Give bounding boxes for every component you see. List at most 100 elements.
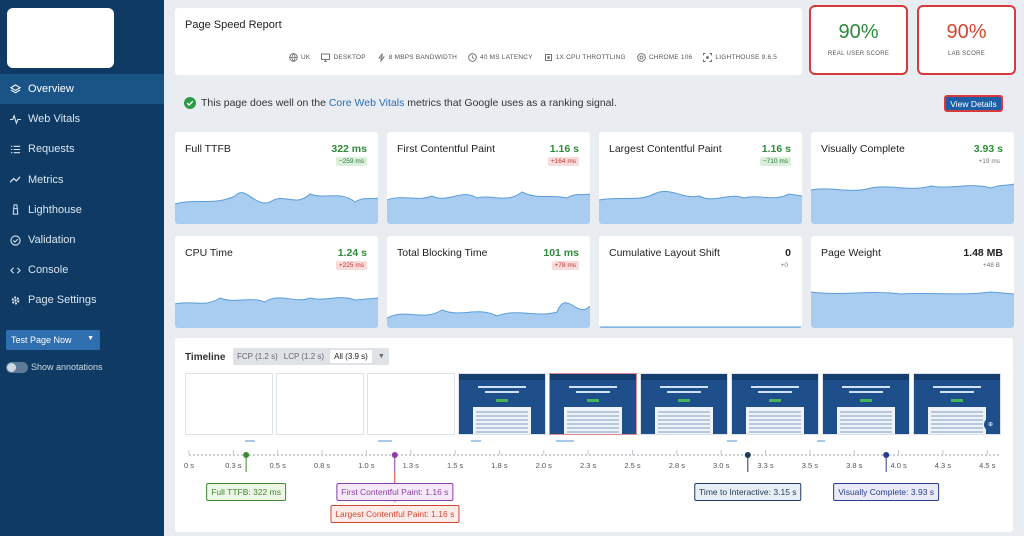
annotations-toggle[interactable] [6, 362, 28, 373]
lab-score-card[interactable]: 90% LAB SCORE [917, 5, 1016, 75]
test-page-now-button[interactable]: Test Page Now ▼ [6, 330, 100, 350]
tick-label: 1.5 s [446, 461, 464, 470]
annotations-label: Show annotations [31, 362, 103, 372]
tick-label: 3.3 s [757, 461, 774, 470]
logo[interactable] [7, 8, 114, 68]
core-web-vitals-link[interactable]: Core Web Vitals [328, 97, 405, 109]
sidebar-item-page-settings[interactable]: Page Settings [0, 285, 164, 315]
lab-score-value: 90% [946, 21, 987, 43]
filter-all[interactable]: All (3.9 s) [330, 350, 372, 363]
chevron-down-icon[interactable]: ▼ [377, 353, 385, 360]
sidebar-item-label: Lighthouse [28, 203, 82, 216]
sidebar-item-web-vitals[interactable]: Web Vitals [0, 104, 164, 134]
filmstrip-frame[interactable] [822, 373, 910, 435]
cwv-banner: This page does well on the Core Web Vita… [201, 97, 617, 109]
marker-dot [744, 452, 751, 458]
env-label: UK [301, 54, 311, 61]
timeline-axis [188, 440, 1001, 502]
sidebar-item-validation[interactable]: Validation [0, 225, 164, 255]
metric-card-page-weight[interactable]: Page Weight 1.48 MB +48 B [811, 236, 1014, 328]
filter-fcp[interactable]: FCP (1.2 s) [237, 352, 278, 361]
lab-score-label: LAB SCORE [947, 51, 986, 57]
metric-name: Cumulative Layout Shift [609, 247, 720, 259]
metric-card-first-contentful-paint[interactable]: First Contentful Paint 1.16 s +164 ms [387, 132, 590, 224]
check-circle-icon [9, 234, 21, 246]
metric-name: Visually Complete [821, 143, 905, 155]
metric-card-visually-complete[interactable]: Visually Complete 3.93 s +19 ms [811, 132, 1014, 224]
metric-name: Total Blocking Time [397, 247, 488, 259]
metric-sparkline [599, 191, 802, 224]
scan-icon [703, 53, 713, 62]
env-bolt: 8 MBPS BANDWIDTH [377, 53, 457, 62]
metric-name: Largest Contentful Paint [609, 143, 722, 155]
filmstrip-frame[interactable] [731, 373, 819, 435]
monitor-icon [321, 53, 331, 62]
metric-card-largest-contentful-paint[interactable]: Largest Contentful Paint 1.16 s −710 ms [599, 132, 802, 224]
metric-name: First Contentful Paint [397, 143, 496, 155]
marker-dot [243, 452, 250, 458]
sidebar-item-console[interactable]: Console [0, 255, 164, 285]
list-icon [9, 143, 21, 155]
sidebar-item-requests[interactable]: Requests [0, 134, 164, 164]
zoom-icon[interactable]: ⊕ [984, 418, 997, 431]
sidebar-item-label: Page Settings [28, 294, 97, 307]
metric-delta: −710 ms [759, 157, 791, 166]
sidebar-item-label: Console [28, 264, 69, 277]
filmstrip-frame[interactable] [185, 373, 273, 435]
metric-delta: +78 ms [551, 261, 579, 270]
code-icon [9, 264, 21, 276]
filmstrip-frame[interactable] [640, 373, 728, 435]
view-details-button[interactable]: View Details [944, 95, 1003, 112]
banner-text-before: This page does well on the [201, 97, 329, 109]
caret-down-icon: ▼ [87, 335, 94, 342]
tick-label: 2.3 s [580, 461, 597, 470]
chrome-icon [637, 53, 646, 62]
env-chrome: CHROME 106 [637, 53, 693, 62]
tick-label: 0.8 s [313, 461, 331, 470]
metric-value: 3.93 s [973, 143, 1003, 155]
metric-card-cpu-time[interactable]: CPU Time 1.24 s +225 ms [175, 236, 378, 328]
timeline-marker-label: Visually Complete: 3.93 s [833, 483, 940, 501]
metric-sparkline [811, 291, 1014, 328]
timeline-filter[interactable]: FCP (1.2 s) LCP (1.2 s) All (3.9 s) ▼ [233, 348, 389, 365]
sidebar-item-label: Web Vitals [28, 113, 81, 126]
env-globe: UK [289, 53, 310, 62]
env-label: LIGHTHOUSE 9.6.5 [715, 54, 778, 61]
timeline-marker-label: Full TTFB: 322 ms [206, 483, 286, 501]
env-label: 1X CPU THROTTLING [555, 54, 626, 61]
metric-delta: −259 ms [335, 157, 367, 166]
metric-value: 1.48 MB [963, 247, 1003, 259]
banner-text-after: metrics that Google uses as a ranking si… [404, 97, 617, 109]
filmstrip-frame[interactable] [458, 373, 546, 435]
sidebar-item-lighthouse[interactable]: Lighthouse [0, 195, 164, 225]
metric-sparkline [387, 191, 590, 224]
metric-name: Page Weight [821, 247, 881, 259]
filmstrip-frame[interactable] [367, 373, 455, 435]
metric-name: Full TTFB [185, 143, 231, 155]
tick-label: 0 s [183, 461, 195, 470]
env-scan: LIGHTHOUSE 9.6.5 [703, 53, 777, 62]
sidebar-item-metrics[interactable]: Metrics [0, 165, 164, 195]
metric-card-full-ttfb[interactable]: Full TTFB 322 ms −259 ms [175, 132, 378, 224]
page-title: Page Speed Report [185, 19, 282, 31]
metric-card-total-blocking-time[interactable]: Total Blocking Time 101 ms +78 ms [387, 236, 590, 328]
sidebar-item-overview[interactable]: Overview [0, 74, 164, 104]
test-page-label: Test Page Now [11, 335, 72, 345]
env-monitor: DESKTOP [321, 53, 366, 62]
pulse-icon [9, 113, 21, 125]
filmstrip-frame[interactable] [276, 373, 364, 435]
check-circle-icon [184, 97, 196, 109]
metric-value: 1.16 s [549, 143, 579, 155]
sidebar: Overview Web Vitals Requests Metrics Lightho… [0, 0, 164, 536]
filter-lcp[interactable]: LCP (1.2 s) [283, 352, 325, 361]
real-user-score-card[interactable]: 90% REAL USER SCORE [809, 5, 908, 75]
metric-card-cumulative-layout-shift[interactable]: Cumulative Layout Shift 0 +0 [599, 236, 802, 328]
filmstrip-frame[interactable] [549, 373, 637, 435]
metric-value: 322 ms [331, 143, 367, 155]
tick-label: 4.5 s [979, 461, 996, 470]
filmstrip-frame[interactable]: ⊕ [913, 373, 1001, 435]
tick-label: 4.3 s [934, 461, 952, 470]
metric-value: 1.16 s [761, 143, 791, 155]
tick-label: 0.5 s [269, 461, 286, 470]
globe-icon [289, 53, 298, 62]
